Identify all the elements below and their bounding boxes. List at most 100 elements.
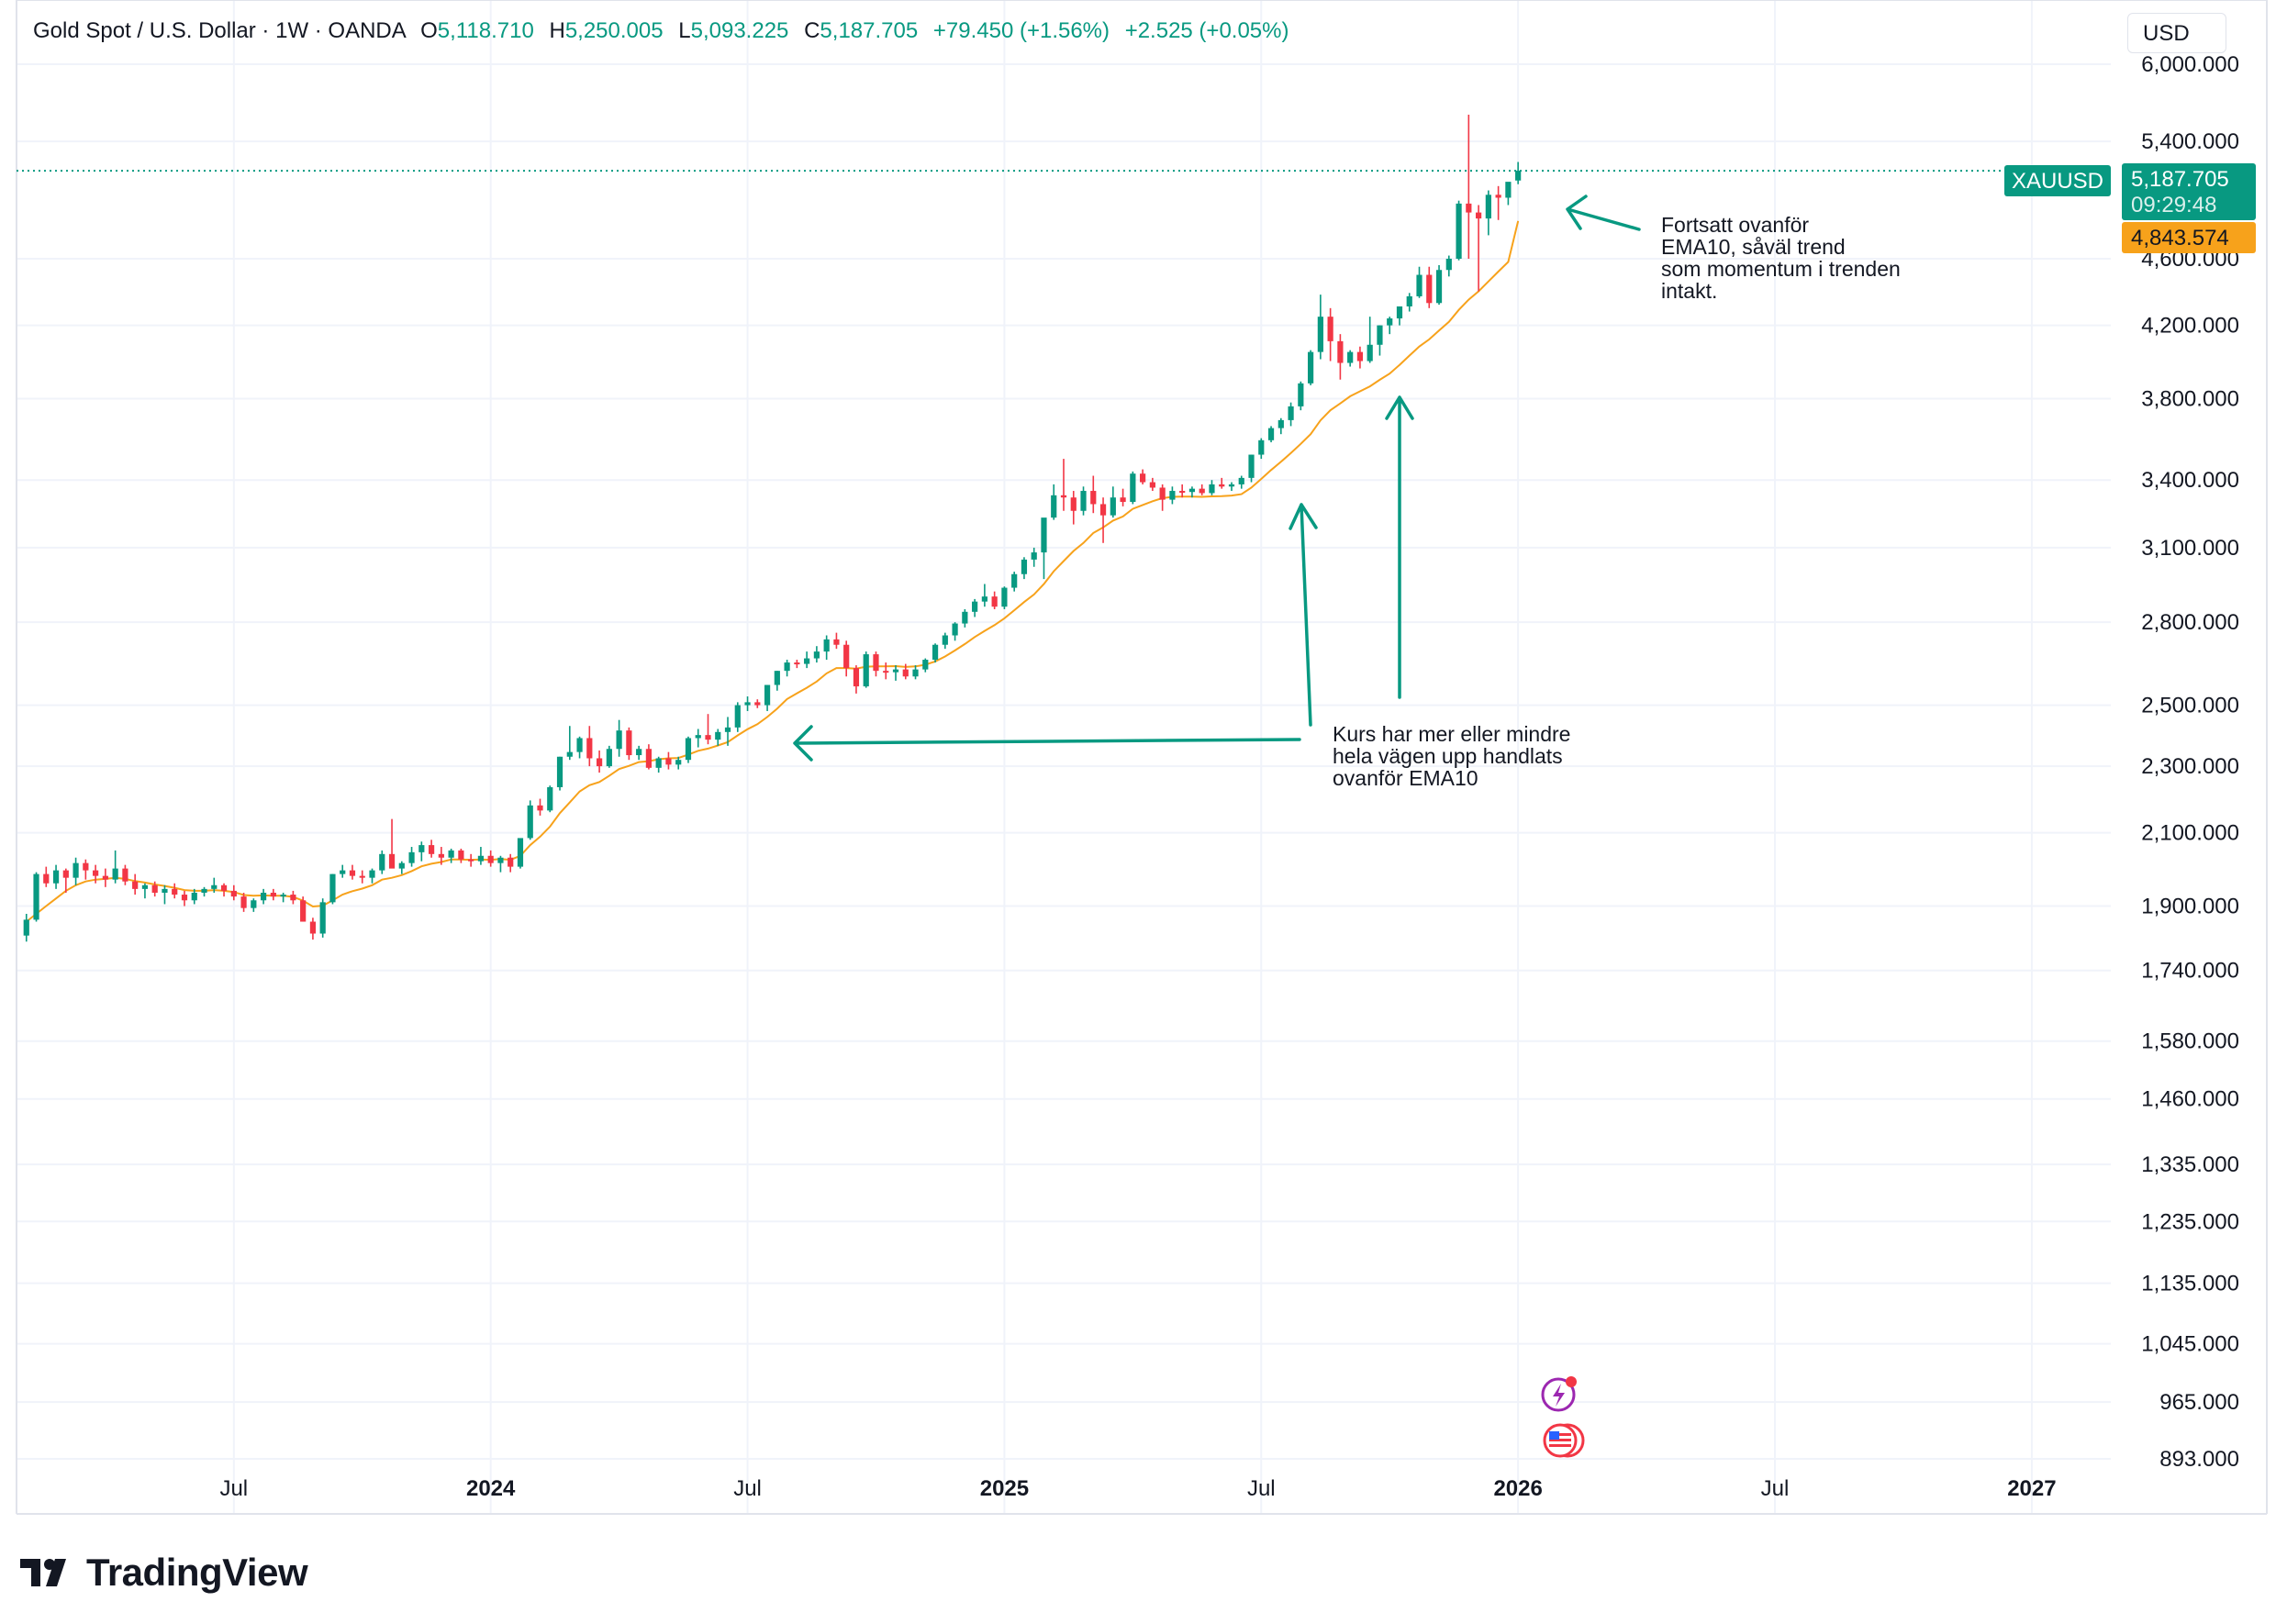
candle: [1327, 307, 1333, 362]
price-change: +79.450 (+1.56%): [932, 18, 1110, 43]
candle-body: [932, 644, 939, 661]
candle: [1367, 317, 1373, 363]
price-tick-label: 3,400.000: [2141, 468, 2239, 493]
candle: [1267, 426, 1275, 443]
price-tick-label: 1,460.000: [2141, 1087, 2239, 1112]
candle-body: [1001, 587, 1008, 607]
candle-body: [1317, 317, 1323, 352]
candle: [695, 729, 701, 748]
candle-body: [1435, 270, 1443, 304]
candle: [1219, 477, 1225, 489]
candle-body: [734, 705, 741, 728]
price-axis[interactable]: 6,000.0005,400.0004,600.0004,200.0003,80…: [2141, 52, 2239, 1472]
candle-body: [23, 919, 29, 936]
candle-body: [211, 884, 218, 889]
candle: [1031, 547, 1037, 567]
candle: [1337, 334, 1344, 380]
candle: [477, 847, 485, 865]
candle: [62, 868, 69, 893]
candle: [1466, 115, 1472, 260]
candle-body: [191, 892, 197, 901]
candle: [784, 660, 790, 677]
price-tick-label: 893.000: [2159, 1447, 2239, 1472]
candle-body: [1426, 274, 1433, 304]
tradingview-logo[interactable]: TradingView: [20, 1551, 308, 1595]
candle-body: [873, 654, 879, 672]
candle: [1041, 517, 1047, 580]
candle: [586, 726, 593, 767]
price-tick-label: 1,045.000: [2141, 1332, 2239, 1357]
candle: [981, 584, 987, 607]
candle-body: [230, 890, 237, 897]
candle-body: [754, 702, 761, 706]
candle-body: [340, 870, 346, 874]
lightning-event-icon[interactable]: [1541, 1376, 1577, 1412]
candle: [912, 665, 919, 680]
candle: [804, 651, 810, 669]
candle-body: [1356, 351, 1364, 362]
candle: [794, 660, 800, 669]
candle-body: [566, 751, 573, 757]
annotation-bottom-line-1: Kurs har mer eller mindre: [1333, 722, 1570, 746]
candle: [151, 881, 158, 897]
candle-body: [537, 805, 543, 811]
candle: [230, 884, 237, 901]
price-tick-label: 965.000: [2159, 1390, 2239, 1415]
candle: [33, 872, 39, 922]
candle-body: [102, 875, 108, 880]
candle-body: [261, 892, 267, 901]
candle: [497, 855, 504, 873]
candle-body: [1140, 473, 1146, 483]
candle-body: [1031, 552, 1037, 560]
candle-body: [912, 669, 919, 677]
candle: [1347, 350, 1354, 367]
arrow-top-right: [1566, 195, 1641, 231]
candle: [547, 785, 553, 813]
candle-body: [201, 888, 207, 893]
open-key: O: [420, 18, 438, 43]
candle-body: [151, 884, 158, 893]
candle: [102, 868, 108, 887]
candle-body: [636, 749, 642, 756]
candle: [73, 857, 79, 885]
price-tick-label: 1,740.000: [2141, 959, 2239, 984]
candle: [1070, 491, 1077, 525]
time-axis[interactable]: Jul 2024 Jul 2025 Jul 2026 Jul 2027: [219, 1476, 2056, 1501]
candle-body: [319, 902, 326, 934]
candle: [93, 864, 99, 884]
candle: [141, 883, 149, 899]
us-flag-event-icon[interactable]: [1543, 1423, 1585, 1458]
candle-body: [991, 596, 998, 607]
time-tick-label: Jul: [219, 1476, 248, 1501]
candle-body: [369, 870, 375, 878]
high-key: H: [549, 18, 565, 43]
candle: [240, 892, 247, 912]
candle-body: [863, 654, 869, 687]
candle-body: [1515, 171, 1522, 181]
price-tick-label: 5,400.000: [2141, 129, 2239, 154]
candle-body: [547, 786, 553, 811]
time-tick-label: Jul: [733, 1476, 762, 1501]
candle-body: [883, 671, 889, 673]
candle-body: [823, 639, 830, 652]
candle-body: [724, 727, 731, 732]
candle-body: [1347, 351, 1354, 363]
candle-body: [468, 859, 474, 862]
candle-body: [685, 738, 692, 761]
candle-body: [497, 857, 504, 863]
candle-body: [527, 805, 533, 839]
candle-body: [379, 853, 385, 871]
candle: [1485, 190, 1491, 236]
candle: [556, 756, 563, 791]
candle-body: [1485, 195, 1491, 219]
candle-body: [972, 601, 978, 612]
currency-button[interactable]: USD: [2127, 13, 2226, 53]
candle-body: [1377, 325, 1383, 345]
candle-body: [1219, 484, 1225, 487]
candle: [1277, 417, 1284, 435]
candle-body: [1110, 497, 1116, 516]
candle: [1169, 486, 1176, 505]
candle-body: [1267, 428, 1275, 440]
candle: [388, 818, 396, 869]
